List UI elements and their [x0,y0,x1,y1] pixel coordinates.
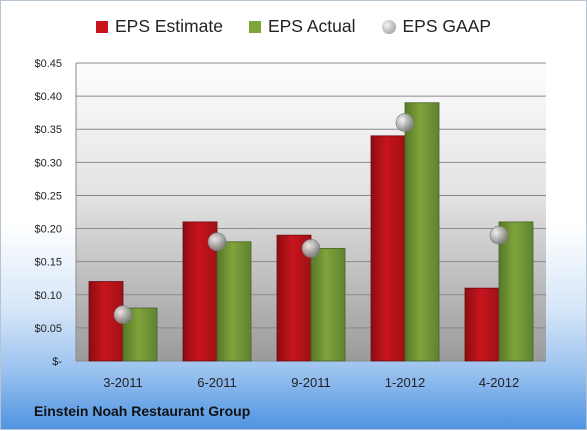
legend-swatch-actual [248,20,261,33]
y-tick-label: $0.15 [34,257,62,269]
marker-eps-gaap [207,232,227,252]
bar-eps-actual [216,241,252,362]
bar-eps-actual [310,248,346,362]
legend-item-estimate: EPS Estimate [95,16,223,37]
legend-swatch-gaap [381,19,396,34]
bar-eps-estimate [464,287,500,362]
y-tick-label: $0.25 [34,190,62,202]
y-tick-label: $0.20 [34,224,62,236]
marker-eps-gaap [395,113,415,132]
bar-eps-estimate [276,234,312,362]
x-tick-label: 4-2012 [479,375,519,390]
x-tick-label: 1-2012 [385,375,425,390]
legend-label-actual: EPS Actual [267,16,356,36]
x-tick-label: 6-2011 [197,375,237,390]
legend-swatch-estimate [95,20,108,33]
legend-label-estimate: EPS Estimate [114,16,223,36]
y-tick-label: $0.45 [34,58,62,70]
bar-eps-actual [404,102,440,362]
marker-eps-gaap [113,305,133,324]
y-tick-label: $0.10 [34,290,62,302]
y-tick-label: $0.05 [34,323,62,335]
x-tick-label: 9-2011 [291,375,331,390]
legend-item-gaap: EPS GAAP [381,16,492,37]
legend-item-actual: EPS Actual [248,16,356,37]
legend-label-gaap: EPS GAAP [402,16,492,36]
marker-eps-gaap [301,239,321,258]
y-tick-label: $0.35 [34,124,62,136]
company-name: Einstein Noah Restaurant Group [34,403,251,419]
bar-eps-actual [498,221,534,362]
bar-eps-estimate [370,135,406,362]
y-tick-label: $- [52,356,62,368]
x-tick-label: 3-2011 [103,375,143,390]
y-tick-label: $0.30 [34,157,62,169]
marker-eps-gaap [489,225,509,245]
y-tick-label: $0.40 [34,91,62,103]
legend: EPS Estimate EPS Actual EPS GAAP [1,16,586,37]
